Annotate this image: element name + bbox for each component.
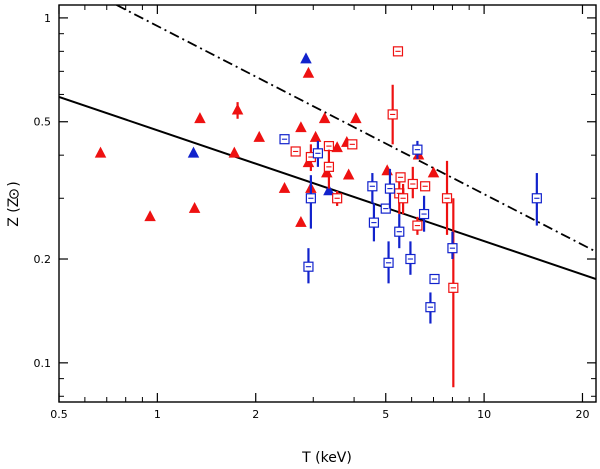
x-tick-label: 10	[477, 408, 491, 421]
red-squares-point	[387, 109, 398, 120]
red-squares-point	[448, 282, 459, 293]
blue-squares-point	[384, 183, 396, 194]
blue-squares-point	[312, 148, 324, 159]
blue-squares-point	[367, 181, 378, 192]
blue-squares-point	[383, 257, 394, 268]
x-tick-label: 5	[382, 408, 389, 421]
red-triangles-point	[350, 112, 362, 124]
blue-squares-point	[412, 144, 423, 155]
red-triangles-point	[309, 130, 322, 142]
svg-text:Z (Z..): Z (Z..)	[6, 181, 22, 226]
blue-triangles-point	[323, 184, 335, 196]
red-triangles-point	[94, 146, 107, 158]
red-squares-point	[392, 46, 404, 57]
red-squares-point	[332, 193, 343, 204]
y-axis-label-prefix: Z (Z	[6, 198, 22, 227]
axis-ticks: 0.5 1 2 5 10 20 0.1 0.2 0.5 1	[34, 5, 596, 421]
red-triangles-point	[194, 112, 206, 124]
red-triangles-point	[318, 112, 331, 124]
red-squares-point	[397, 193, 409, 204]
x-tick-label: 2	[252, 408, 259, 421]
red-squares-point	[412, 220, 423, 231]
red-squares-point	[441, 193, 453, 204]
red-squares-point	[420, 181, 431, 192]
plot-frame	[58, 4, 597, 403]
x-tick-label: 1	[154, 408, 161, 421]
x-tick-label: 20	[575, 408, 589, 421]
y-tick-label: 0.1	[34, 357, 52, 370]
red-triangles-point	[253, 130, 265, 142]
y-tick-label: 0.2	[34, 253, 52, 266]
blue-squares-point	[418, 208, 430, 220]
blue-squares-point	[305, 193, 316, 204]
red-triangles-point	[302, 66, 315, 78]
blue-squares-point	[425, 302, 436, 313]
dashdot-fit-line	[116, 5, 596, 253]
red-triangles-point	[144, 210, 156, 222]
blue-squares-point	[279, 134, 290, 145]
red-squares-point	[323, 161, 335, 172]
blue-squares-point	[368, 217, 380, 228]
red-triangles-point	[278, 181, 291, 193]
y-axis-label-suffix: )	[6, 181, 22, 186]
blue-squares-point	[303, 261, 314, 272]
red-squares-point	[290, 146, 301, 157]
x-axis-label: T (keV)	[301, 450, 352, 466]
red-triangles-point	[228, 146, 241, 158]
blue-squares-point	[447, 243, 458, 254]
y-tick-label: 0.5	[34, 116, 52, 129]
blue-triangles-point	[187, 146, 200, 158]
y-tick-label: 1	[44, 12, 51, 25]
sun-symbol-icon	[9, 189, 19, 199]
blue-triangles-point	[300, 52, 312, 64]
red-triangles-point	[295, 121, 307, 133]
blue-squares-point	[405, 253, 416, 265]
blue-squares-point	[531, 193, 542, 204]
plot-area	[59, 5, 596, 388]
red-squares-point	[347, 139, 358, 150]
red-triangles-point	[231, 103, 244, 115]
blue-squares-point	[429, 273, 440, 285]
red-squares-point	[395, 172, 406, 183]
red-triangles-point	[331, 141, 343, 153]
red-squares-point	[407, 178, 418, 190]
red-triangles-point	[342, 168, 355, 180]
blue-squares-point	[394, 226, 405, 237]
red-triangles-point	[188, 201, 201, 213]
y-axis-label: Z (Z..)	[6, 181, 22, 226]
red-triangles-point	[295, 215, 307, 227]
x-tick-label: 0.5	[50, 408, 68, 421]
red-squares-point	[323, 140, 335, 152]
red-triangles-point	[427, 166, 440, 178]
